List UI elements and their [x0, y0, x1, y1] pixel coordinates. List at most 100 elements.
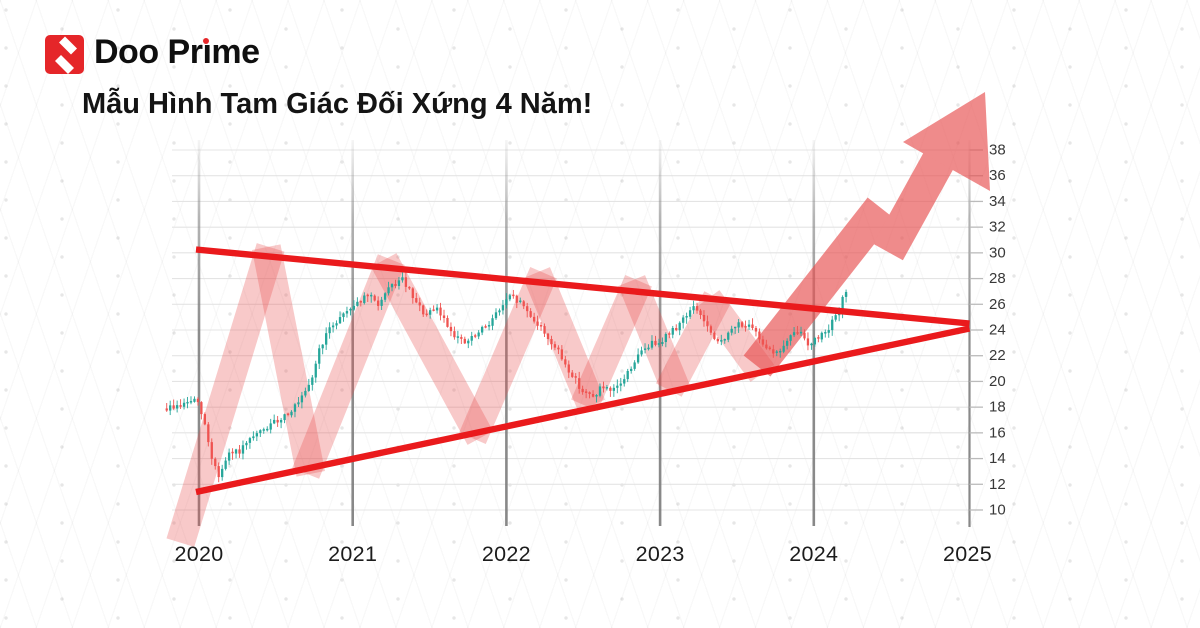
candle-body	[806, 338, 810, 346]
zigzag-segment	[655, 291, 731, 397]
candle-body	[574, 376, 577, 378]
candle-body	[366, 294, 369, 297]
candle-body	[581, 388, 584, 393]
candle-body	[467, 340, 470, 344]
candle-body	[657, 343, 661, 345]
candle-body	[394, 284, 397, 286]
candle-body	[775, 351, 778, 353]
candle-body	[654, 340, 657, 345]
candle-body	[612, 387, 615, 391]
candle-body	[446, 317, 449, 327]
y-tick-label: 32	[989, 219, 1006, 236]
y-tick-label: 10	[989, 501, 1006, 518]
brand-letter-i: ı	[202, 33, 212, 71]
candle-body	[182, 402, 186, 407]
candle-body	[370, 294, 373, 297]
candle-body	[484, 326, 487, 328]
y-tick-label: 34	[989, 193, 1006, 210]
candle-body	[221, 468, 224, 478]
candle-body	[203, 414, 207, 425]
candle-body	[345, 311, 349, 314]
candle-body	[824, 332, 827, 334]
candle-body	[779, 350, 782, 353]
candle-body	[626, 371, 629, 380]
candle-body	[432, 309, 435, 311]
candle-body	[408, 286, 411, 289]
y-tick-label: 12	[989, 476, 1006, 493]
arrow-head	[903, 92, 990, 191]
candle-body	[605, 387, 609, 389]
x-tick-label: 2025	[943, 542, 992, 566]
candle-body	[550, 339, 553, 345]
candle-body	[363, 295, 366, 303]
candle-body	[695, 306, 699, 311]
candle-body	[335, 323, 338, 326]
candle-body	[186, 401, 189, 404]
candle-body	[456, 336, 460, 338]
candle-body	[311, 377, 314, 385]
candle-body	[269, 423, 272, 430]
red-i-dot	[203, 38, 210, 44]
candle-body	[623, 379, 626, 384]
candle-body	[609, 387, 612, 391]
candle-body	[214, 458, 217, 467]
zigzag-segment	[370, 253, 494, 445]
candle-body	[803, 332, 806, 339]
candle-body	[480, 326, 484, 333]
y-tick-label: 36	[989, 167, 1006, 184]
candle-body	[595, 395, 598, 397]
y-tick-label: 22	[989, 347, 1006, 364]
candle-body	[692, 306, 695, 311]
x-tick-label: 2020	[174, 542, 223, 566]
candle-body	[699, 310, 702, 315]
candle-body	[325, 333, 328, 345]
candle-body	[709, 326, 713, 333]
candle-body	[571, 372, 574, 377]
candle-body	[252, 436, 255, 439]
candle-body	[772, 349, 775, 354]
triangle-trendlines	[195, 246, 971, 496]
candle-body	[630, 368, 633, 372]
candle-body	[352, 305, 356, 310]
candle-body	[234, 449, 238, 454]
y-tick-label: 14	[989, 450, 1006, 467]
candle-body	[782, 345, 785, 352]
candle-body	[747, 324, 751, 327]
candle-body	[522, 301, 525, 307]
candle-body	[647, 347, 650, 350]
candle-body	[529, 311, 532, 317]
candle-body	[539, 325, 543, 327]
candle-body	[425, 313, 428, 316]
candle-body	[557, 347, 560, 350]
logo-slashes	[45, 35, 84, 75]
candle-body	[383, 293, 387, 300]
candle-body	[650, 340, 654, 348]
candle-body	[276, 419, 279, 423]
candle-body	[390, 284, 394, 288]
y-tick-label: 24	[989, 321, 1006, 338]
y-tick-label: 38	[989, 142, 1006, 159]
candle-body	[560, 349, 564, 360]
candle-body	[688, 310, 692, 317]
candle-body	[505, 299, 508, 306]
right-price-axis	[968, 140, 983, 527]
candle-body	[761, 339, 765, 345]
candle-body	[727, 332, 730, 340]
candle-body	[259, 430, 262, 434]
y-tick-label: 18	[989, 399, 1006, 416]
candle-body	[817, 337, 820, 339]
candle-body	[227, 452, 231, 461]
candle-body	[588, 392, 591, 394]
candle-body	[404, 277, 408, 287]
candle-body	[231, 451, 234, 454]
candle-body	[734, 326, 737, 329]
candle-body	[373, 295, 376, 301]
candle-body	[682, 317, 685, 323]
candle-body	[453, 331, 456, 338]
candle-body	[439, 307, 442, 316]
candle-body	[827, 330, 830, 333]
candle-body	[730, 328, 733, 333]
x-tick-label: 2023	[636, 542, 685, 566]
